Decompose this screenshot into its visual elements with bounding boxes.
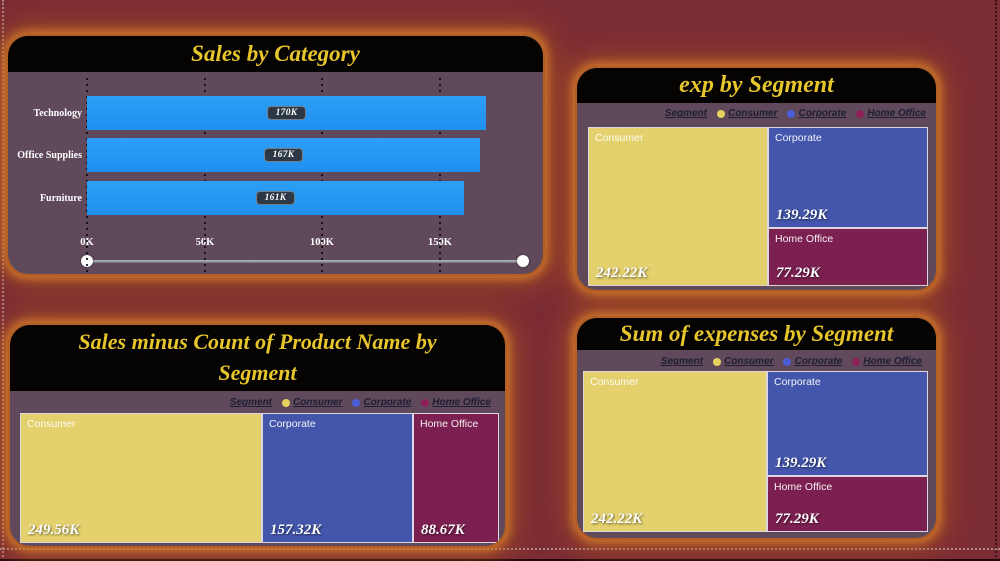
- visual-sales-minus-count-by-segment[interactable]: Sales minus Count of Product Name by Seg…: [10, 325, 505, 546]
- bar-data-label: 170K: [266, 106, 307, 120]
- cell-label: Consumer: [27, 418, 76, 430]
- legend-item-corporate[interactable]: Corporate: [783, 356, 842, 367]
- treemap: Consumer 242.22K Corporate 139.29K Home …: [588, 127, 928, 286]
- cell-label: Consumer: [590, 376, 639, 388]
- cell-value: 242.22K: [591, 511, 643, 527]
- cell-label: Consumer: [595, 132, 644, 144]
- selection-dashed-border-left: [2, 0, 4, 561]
- legend-item-home-office[interactable]: Home Office: [856, 108, 926, 119]
- legend-item-label: Corporate: [798, 108, 847, 119]
- gridline-0k: [86, 78, 88, 274]
- cell-label: Corporate: [775, 132, 822, 144]
- cell-value: 77.29K: [775, 511, 819, 527]
- bar-chart-plot-area: Technology Office Supplies Furniture 170…: [8, 72, 543, 274]
- bar-furniture[interactable]: 161K: [87, 181, 464, 215]
- treemap-cell-home-office[interactable]: Home Office 88.67K: [414, 414, 498, 542]
- visual-title: exp by Segment: [679, 71, 834, 98]
- treemap-cell-consumer[interactable]: Consumer 242.22K: [589, 128, 767, 285]
- treemap: Consumer 249.56K Corporate 157.32K Home …: [20, 413, 499, 543]
- corporate-dot-icon: [787, 109, 796, 118]
- legend-item-label: Consumer: [293, 397, 343, 408]
- legend-title: Segment: [660, 356, 704, 367]
- home-office-dot-icon: [856, 109, 865, 118]
- bar-data-label: 161K: [255, 191, 296, 205]
- treemap-plot-area: Segment Consumer Corporate Home Office C…: [10, 391, 505, 546]
- legend-item-corporate[interactable]: Corporate: [352, 397, 411, 408]
- cell-label: Corporate: [774, 376, 821, 388]
- cell-value: 139.29K: [775, 455, 827, 471]
- corporate-dot-icon: [783, 357, 792, 366]
- cell-value: 88.67K: [421, 522, 465, 538]
- treemap-plot-area: Segment Consumer Corporate Home Office C…: [577, 350, 936, 538]
- cell-label: Home Office: [774, 481, 833, 493]
- legend-item-home-office[interactable]: Home Office: [421, 397, 491, 408]
- cell-value: 242.22K: [596, 265, 648, 281]
- consumer-dot-icon: [282, 398, 291, 407]
- legend-item-corporate[interactable]: Corporate: [787, 108, 846, 119]
- gridline-150k: [439, 78, 441, 274]
- treemap-cell-home-office[interactable]: Home Office 77.29K: [768, 477, 927, 531]
- cell-value: 249.56K: [28, 522, 80, 538]
- visual-header: Sales by Category: [8, 36, 543, 72]
- legend: Segment Consumer Corporate Home Office: [230, 397, 491, 408]
- legend-item-label: Home Office: [867, 108, 926, 119]
- legend-item-home-office[interactable]: Home Office: [852, 356, 922, 367]
- bar-data-label: 167K: [263, 148, 304, 162]
- visual-header: Sales minus Count of Product Name by Seg…: [10, 325, 505, 391]
- treemap-plot-area: Segment Consumer Corporate Home Office C…: [577, 103, 936, 290]
- legend-item-label: Corporate: [794, 356, 843, 367]
- gridline-50k: [204, 78, 206, 274]
- treemap-cell-consumer[interactable]: Consumer 242.22K: [584, 372, 766, 531]
- treemap-cell-home-office[interactable]: Home Office 77.29K: [769, 229, 927, 285]
- visual-sales-by-category[interactable]: Sales by Category Technology Office Supp…: [8, 36, 543, 274]
- legend: Segment Consumer Corporate Home Office: [661, 356, 922, 367]
- selection-dashed-border-bottom: [0, 548, 1000, 550]
- cell-value: 157.32K: [270, 522, 322, 538]
- gridline-100k: [321, 78, 323, 274]
- home-office-dot-icon: [421, 398, 430, 407]
- cell-label: Home Office: [420, 418, 479, 430]
- visual-title: Sales minus Count of Product Name by Seg…: [78, 329, 437, 385]
- legend: Segment Consumer Corporate Home Office: [665, 108, 926, 119]
- cell-label: Corporate: [269, 418, 316, 430]
- legend-item-label: Home Office: [432, 397, 491, 408]
- treemap-cell-corporate[interactable]: Corporate 157.32K: [263, 414, 412, 542]
- corporate-dot-icon: [352, 398, 361, 407]
- bar-technology[interactable]: 170K: [87, 96, 486, 130]
- legend-item-label: Corporate: [363, 397, 412, 408]
- range-slider-track[interactable]: [87, 260, 523, 263]
- cell-label: Home Office: [775, 233, 834, 245]
- legend-item-label: Consumer: [724, 356, 774, 367]
- treemap-cell-corporate[interactable]: Corporate 139.29K: [769, 128, 927, 227]
- legend-title: Segment: [229, 397, 273, 408]
- cell-value: 139.29K: [776, 207, 828, 223]
- range-slider-handle-max[interactable]: [517, 255, 529, 267]
- consumer-dot-icon: [717, 109, 726, 118]
- bar-office-supplies[interactable]: 167K: [87, 138, 480, 172]
- legend-item-consumer[interactable]: Consumer: [717, 108, 777, 119]
- treemap-cell-consumer[interactable]: Consumer 249.56K: [21, 414, 261, 542]
- home-office-dot-icon: [852, 357, 861, 366]
- legend-item-consumer[interactable]: Consumer: [713, 356, 773, 367]
- selection-dashed-border-right: [995, 0, 997, 561]
- treemap-cell-corporate[interactable]: Corporate 139.29K: [768, 372, 927, 475]
- visual-sum-of-expenses-by-segment[interactable]: Sum of expenses by Segment Segment Consu…: [577, 318, 936, 538]
- legend-item-label: Consumer: [728, 108, 778, 119]
- cell-value: 77.29K: [776, 265, 820, 281]
- visual-title: Sum of expenses by Segment: [619, 320, 894, 346]
- visual-header: Sum of expenses by Segment: [577, 318, 936, 350]
- treemap: Consumer 242.22K Corporate 139.29K Home …: [583, 371, 928, 532]
- legend-item-label: Home Office: [863, 356, 922, 367]
- legend-title: Segment: [664, 108, 708, 119]
- category-label-furniture: Furniture: [39, 193, 82, 204]
- visual-title: Sales by Category: [191, 40, 360, 66]
- category-label-technology: Technology: [33, 108, 82, 119]
- legend-item-consumer[interactable]: Consumer: [282, 397, 342, 408]
- visual-exp-by-segment[interactable]: exp by Segment Segment Consumer Corporat…: [577, 68, 936, 290]
- category-label-office-supplies: Office Supplies: [17, 150, 82, 161]
- consumer-dot-icon: [713, 357, 722, 366]
- visual-header: exp by Segment: [577, 68, 936, 103]
